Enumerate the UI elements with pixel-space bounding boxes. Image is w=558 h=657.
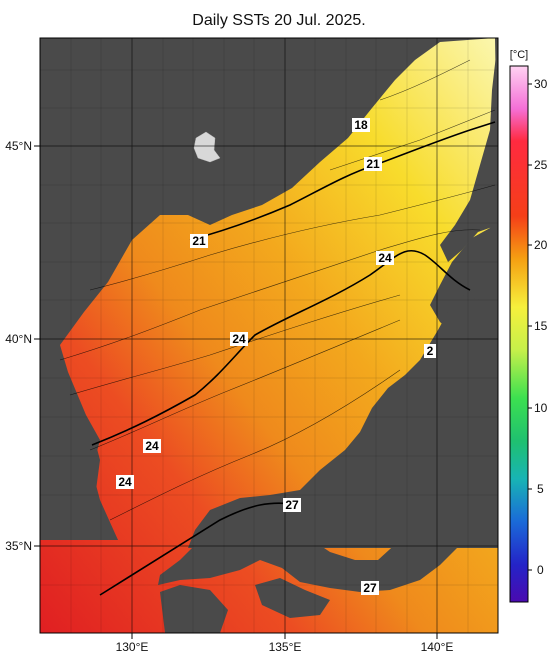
colorbar: [°C] 30 25 20 15 10 5 0 — [509, 49, 548, 603]
colorbar-tick-15: 15 — [534, 319, 548, 333]
korea-peninsula — [40, 345, 118, 540]
colorbar-tick-20: 20 — [534, 238, 548, 252]
contour-label-21: 21 — [364, 157, 382, 171]
contour-21 — [189, 121, 496, 241]
contour-label-2: 2 — [424, 344, 436, 358]
contour-label-24: 24 — [116, 475, 134, 489]
svg-text:21: 21 — [192, 234, 206, 248]
contour-27 — [99, 502, 301, 596]
contour-label-24: 24 — [230, 332, 248, 346]
colorbar-tick-10: 10 — [534, 401, 548, 415]
svg-text:27: 27 — [285, 498, 299, 512]
hokkaido-land — [440, 38, 498, 262]
svg-text:24: 24 — [145, 439, 159, 453]
contour-label-24: 24 — [376, 251, 394, 265]
shikoku-island — [255, 578, 330, 618]
lon-label-135: 135°E — [269, 640, 302, 654]
colorbar-tick-5: 5 — [537, 482, 544, 496]
lon-label-140: 140°E — [421, 640, 454, 654]
colorbar-unit: [°C] — [510, 49, 528, 61]
contour-24 — [91, 249, 471, 446]
lake-island — [193, 131, 221, 163]
contour-label-27: 27 — [283, 498, 301, 512]
contour-label-24: 24 — [143, 439, 161, 453]
svg-text:18: 18 — [354, 118, 368, 132]
graticule — [40, 38, 498, 633]
svg-text:27: 27 — [363, 581, 377, 595]
lat-label-35: 35°N — [5, 539, 32, 553]
svg-text:24: 24 — [118, 475, 132, 489]
colorbar-tick-0: 0 — [537, 563, 544, 577]
map-title: Daily SSTs 20 Jul. 2025. — [192, 12, 366, 29]
colorbar-tick-30: 30 — [534, 77, 548, 91]
contour-label-21: 21 — [190, 234, 208, 248]
svg-text:24: 24 — [232, 332, 246, 346]
lat-label-45: 45°N — [5, 139, 32, 153]
lat-label-40: 40°N — [5, 332, 32, 346]
lon-label-130: 130°E — [116, 640, 149, 654]
contour-label-27: 27 — [361, 581, 379, 595]
contour-label-18: 18 — [352, 118, 370, 132]
map-frame — [39, 37, 499, 634]
svg-text:24: 24 — [378, 251, 392, 265]
honshu-coast — [188, 295, 498, 548]
colorbar-tick-25: 25 — [534, 158, 548, 172]
kyushu-island — [160, 585, 228, 633]
svg-text:2: 2 — [427, 344, 434, 358]
svg-text:21: 21 — [366, 157, 380, 171]
